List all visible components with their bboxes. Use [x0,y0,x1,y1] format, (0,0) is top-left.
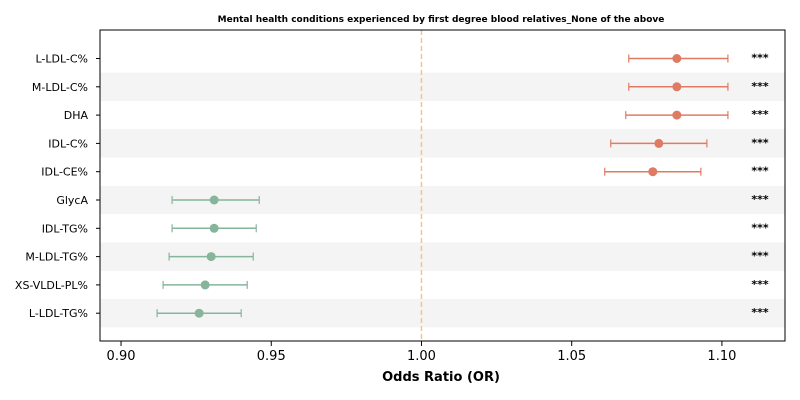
x-axis: 0.90 0.95 1.00 1.05 1.10 [107,341,736,364]
or-point [672,82,682,92]
or-point [194,308,204,318]
row-label: M-LDL-C% [32,81,88,94]
row-label: DHA [64,109,89,122]
or-point [648,167,658,177]
x-tick-label: 0.90 [107,349,136,364]
forest-row: XS-VLDL-PL% *** [15,278,769,292]
forest-row: M-LDL-TG% *** [25,250,769,264]
forest-row: L-LDL-TG% *** [29,306,769,320]
chart-title: Mental health conditions experienced by … [218,15,665,25]
row-label: L-LDL-TG% [29,307,88,320]
significance-marker: *** [751,165,769,178]
row-label: IDL-TG% [42,222,88,235]
row-label: M-LDL-TG% [25,251,88,264]
row-label: IDL-CE% [41,166,88,179]
forest-row: L-LDL-C% *** [35,52,768,66]
significance-marker: *** [751,136,769,149]
x-tick-label: 1.05 [557,349,586,364]
or-point [654,138,664,148]
significance-marker: *** [751,306,769,319]
significance-marker: *** [751,221,769,234]
or-point [206,252,216,262]
significance-marker: *** [751,250,769,263]
or-point [672,54,682,63]
or-point [200,280,210,290]
x-tick-label: 1.00 [407,349,436,364]
x-tick-label: 1.10 [707,349,736,364]
row-label: IDL-C% [48,137,88,150]
row-label: L-LDL-C% [35,53,88,66]
forest-row: GlycA *** [56,193,769,207]
significance-marker: *** [751,80,769,93]
significance-marker: *** [751,193,769,206]
or-point [672,110,682,120]
forest-row: IDL-C% *** [48,136,769,150]
forest-rows: L-LDL-C% ***M-LDL-C% ***DHA ***IDL-C% ***IDL… [15,52,769,321]
or-point [209,223,219,233]
row-label: GlycA [56,194,88,207]
plot-frame [99,29,786,342]
significance-marker: *** [751,108,769,121]
forest-row: M-LDL-C% *** [32,80,769,94]
forest-row: IDL-CE% *** [41,165,769,179]
x-tick-label: 0.95 [257,349,286,364]
forest-row: IDL-TG% *** [42,221,769,235]
significance-marker: *** [751,52,769,65]
forest-row: DHA *** [64,108,769,122]
significance-marker: *** [751,278,769,291]
row-label: XS-VLDL-PL% [15,279,88,292]
x-axis-label: Odds Ratio (OR) [382,370,500,385]
or-point [209,195,219,205]
